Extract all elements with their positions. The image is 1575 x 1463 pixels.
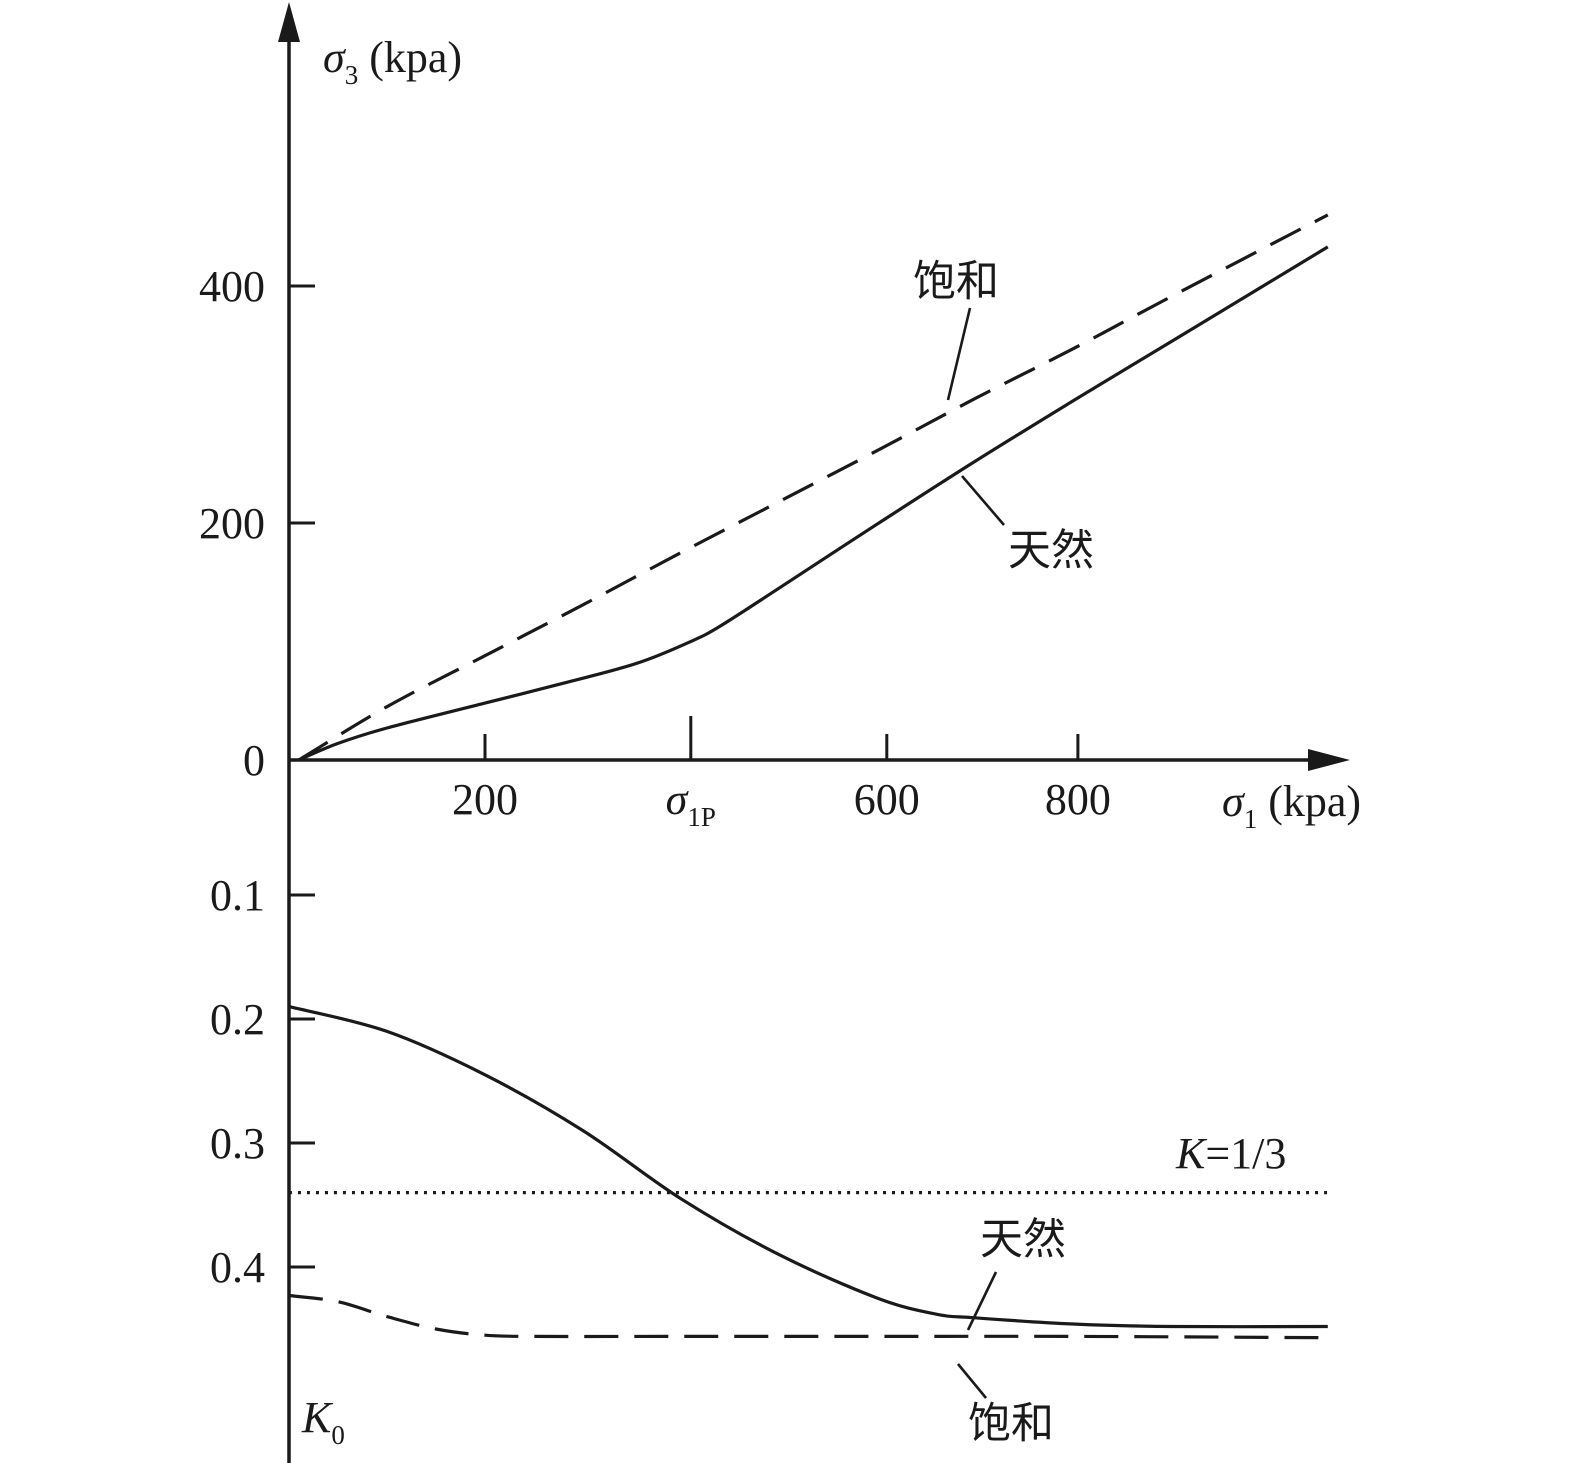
lower-y-axis-subscript: 0 bbox=[331, 1420, 345, 1450]
upper-natural-label: 天然 bbox=[1008, 526, 1094, 576]
x-tick-label: 600 bbox=[854, 775, 920, 824]
upper-series-natural bbox=[298, 245, 1329, 762]
upper-y-tick-label: 0 bbox=[243, 736, 265, 785]
lower-y-tick-label: 0.2 bbox=[210, 995, 265, 1044]
lower-y-tick-label: 0.4 bbox=[210, 1243, 265, 1292]
lower-natural-label: 天然 bbox=[980, 1215, 1066, 1265]
lower-series-saturated bbox=[288, 1293, 1328, 1340]
lower-saturated-label: 饱和 bbox=[968, 1399, 1054, 1449]
upper-y-axis-title: σ3 (kpa) bbox=[323, 33, 462, 90]
x-axis-arrow-icon bbox=[1308, 749, 1350, 771]
upper-y-axis-symbol: σ bbox=[323, 33, 347, 82]
x-axis-subscript: 1 bbox=[1244, 804, 1258, 834]
x-tick-label: 800 bbox=[1045, 775, 1111, 824]
upper-series-saturated bbox=[297, 213, 1329, 762]
upper-series bbox=[297, 213, 1329, 762]
upper-saturated-label: 饱和 bbox=[913, 257, 999, 307]
upper-y-axis-subscript: 3 bbox=[345, 60, 359, 90]
y-axis-arrow-icon bbox=[278, 2, 300, 42]
lower-y-axis-title: K0 bbox=[301, 1393, 345, 1450]
upper-y-ticks: 0 200 400 bbox=[199, 262, 315, 785]
lower-y-tick-label: 0.3 bbox=[210, 1119, 265, 1168]
k-one-third-value: =1/3 bbox=[1205, 1129, 1286, 1178]
x-axis-symbol: σ bbox=[1222, 777, 1246, 826]
k-one-third-label: K=1/3 bbox=[1175, 1129, 1286, 1178]
x-axis-unit: (kpa) bbox=[1257, 777, 1361, 826]
x-tick-label: 200 bbox=[452, 775, 518, 824]
x-ticks: 200 σ1P 600 800 bbox=[452, 716, 1111, 832]
upper-saturated-leader bbox=[946, 307, 972, 401]
lower-y-tick-label: 0.1 bbox=[210, 871, 265, 920]
upper-natural-leader bbox=[961, 475, 1005, 526]
x-axis-title: σ1 (kpa) bbox=[1222, 777, 1361, 834]
upper-y-tick-label: 400 bbox=[199, 262, 265, 311]
lower-saturated-leader bbox=[956, 1363, 988, 1399]
lower-natural-leader bbox=[966, 1271, 998, 1331]
lower-series-natural bbox=[288, 1005, 1328, 1329]
lower-y-axis-symbol: K bbox=[301, 1393, 334, 1442]
lower-series bbox=[288, 1005, 1328, 1340]
x-tick-label: σ1P bbox=[666, 775, 716, 832]
upper-y-axis-unit: (kpa) bbox=[358, 33, 462, 82]
upper-y-tick-label: 200 bbox=[199, 499, 265, 548]
lower-y-ticks: 0.1 0.2 0.3 0.4 bbox=[210, 871, 315, 1292]
k-one-third-symbol: K bbox=[1175, 1129, 1208, 1178]
